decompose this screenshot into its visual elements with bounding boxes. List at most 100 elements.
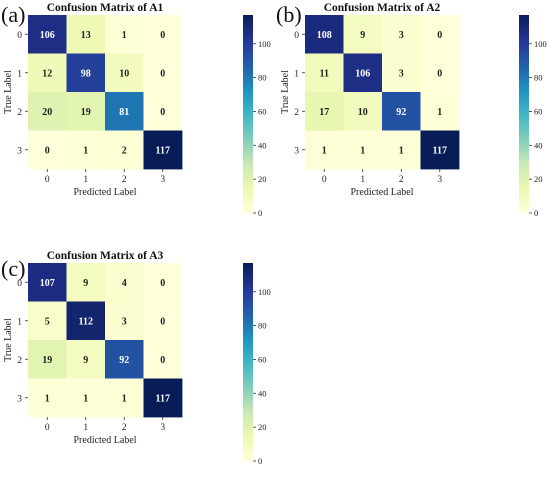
heatmap-cell-a1-r0-c0 xyxy=(28,15,67,54)
cell-value-a2-r2-c3: 1 xyxy=(437,107,442,118)
cell-value-a1-r3-c3: 117 xyxy=(156,145,170,156)
heatmap-cell-a3-r0-c1 xyxy=(66,263,106,302)
heatmap-cell-a1-r1-c3 xyxy=(143,53,183,93)
cell-value-a1-r0-c2: 1 xyxy=(122,30,127,41)
y-tick-label-a3-0: 0 xyxy=(17,279,22,289)
heatmap-cell-a2-r2-c1 xyxy=(343,92,383,131)
cell-value-a2-r1-c2: 3 xyxy=(399,68,404,79)
cell-value-a1-r0-c1: 13 xyxy=(81,30,91,41)
x-axis-label-a2: Predicted Label xyxy=(350,187,413,198)
heatmap-cell-a3-r1-c0 xyxy=(28,301,67,341)
cell-value-a3-r0-c0: 107 xyxy=(40,278,55,289)
cell-value-a1-r1-c1: 98 xyxy=(81,68,91,79)
heatmap-cell-a2-r0-c3 xyxy=(420,15,460,54)
cell-value-a1-r2-c2: 81 xyxy=(119,107,129,118)
panel-letter-c: (c) xyxy=(1,256,25,281)
y-tick-label-a3-3: 3 xyxy=(17,394,22,404)
cell-value-a2-r0-c0: 108 xyxy=(317,30,332,41)
heatmap-cell-a2-r3-c3 xyxy=(420,130,460,170)
heatmap-cell-a3-r1-c3 xyxy=(143,301,183,341)
cell-value-a1-r0-c3: 0 xyxy=(160,30,165,41)
cell-value-a3-r2-c3: 0 xyxy=(160,355,165,366)
colorbar-tick-label-a2-1: 20 xyxy=(534,174,543,184)
cell-value-a3-r3-c0: 1 xyxy=(45,393,50,404)
cell-value-a1-r0-c0: 106 xyxy=(40,30,55,41)
x-tick-label-a2-1: 1 xyxy=(360,175,365,185)
colorbar-tick-label-a1-5: 100 xyxy=(258,39,271,49)
x-tick-label-a3-3: 3 xyxy=(160,423,165,433)
heatmap-cell-a3-r0-c3 xyxy=(143,263,183,302)
cell-value-a2-r1-c3: 0 xyxy=(437,68,442,79)
colorbar-a3 xyxy=(243,263,253,461)
colorbar-tick-label-a2-4: 80 xyxy=(534,73,543,83)
colorbar-tick-label-a3-5: 100 xyxy=(258,287,271,297)
colorbar-a1 xyxy=(243,15,253,213)
cell-value-a3-r1-c3: 0 xyxy=(160,316,165,327)
colorbar-tick-label-a2-5: 100 xyxy=(534,39,547,49)
chart-title-a2: Confusion Matrix of A2 xyxy=(324,2,441,14)
cell-value-a2-r0-c3: 0 xyxy=(437,30,442,41)
panel-letter-b: (b) xyxy=(276,2,302,27)
cell-value-a3-r1-c2: 3 xyxy=(122,316,127,327)
cell-value-a2-r3-c2: 1 xyxy=(399,145,404,156)
heatmap-cell-a1-r0-c1 xyxy=(66,15,106,54)
colorbar-tick-label-a3-0: 0 xyxy=(258,456,262,466)
cell-value-a3-r3-c1: 1 xyxy=(83,393,88,404)
x-tick-label-a1-3: 3 xyxy=(160,175,165,185)
chart-title-a3: Confusion Matrix of A3 xyxy=(47,250,164,262)
x-tick-label-a3-2: 2 xyxy=(122,423,127,433)
cell-value-a3-r1-c1: 112 xyxy=(79,316,93,327)
heatmap-cell-a1-r3-c0 xyxy=(28,130,67,170)
x-axis-label-a3: Predicted Label xyxy=(73,435,136,446)
cell-value-a3-r1-c0: 5 xyxy=(45,316,50,327)
heatmap-cell-a3-r1-c1 xyxy=(66,301,106,341)
heatmap-cell-a1-r3-c3 xyxy=(143,130,183,170)
colorbar-a2 xyxy=(519,15,529,213)
heatmap-cell-a2-r0-c1 xyxy=(343,15,383,54)
cell-value-a1-r1-c0: 12 xyxy=(42,68,52,79)
y-tick-label-a1-2: 2 xyxy=(17,108,22,118)
y-axis-label-a1: True Label xyxy=(3,70,14,114)
x-tick-label-a2-2: 2 xyxy=(399,175,404,185)
heatmap-cell-a1-r2-c1 xyxy=(66,92,106,131)
cell-value-a2-r2-c1: 10 xyxy=(358,107,368,118)
cell-value-a1-r3-c0: 0 xyxy=(45,145,50,156)
heatmap-cell-a3-r1-c2 xyxy=(105,301,144,341)
chart-title-a1: Confusion Matrix of A1 xyxy=(47,2,164,14)
heatmap-cell-a2-r3-c1 xyxy=(343,130,383,170)
cell-value-a2-r0-c2: 3 xyxy=(399,30,404,41)
heatmap-cell-a1-r1-c0 xyxy=(28,53,67,93)
y-tick-label-a3-2: 2 xyxy=(17,356,22,366)
heatmap-cell-a3-r2-c0 xyxy=(28,340,67,379)
x-tick-label-a3-1: 1 xyxy=(83,423,88,433)
y-tick-label-a2-2: 2 xyxy=(294,108,299,118)
heatmap-cell-a3-r2-c1 xyxy=(66,340,106,379)
heatmap-cell-a1-r1-c1 xyxy=(66,53,106,93)
cell-value-a3-r2-c1: 9 xyxy=(83,355,88,366)
x-tick-label-a1-2: 2 xyxy=(122,175,127,185)
colorbar-tick-label-a1-1: 20 xyxy=(258,174,267,184)
cell-value-a1-r3-c2: 2 xyxy=(122,145,127,156)
heatmap-cell-a3-r3-c0 xyxy=(28,378,67,418)
heatmap-cell-a3-r2-c2 xyxy=(105,340,144,379)
heatmap-cell-a1-r2-c3 xyxy=(143,92,183,131)
heatmap-cell-a1-r2-c0 xyxy=(28,92,67,131)
y-tick-label-a1-0: 0 xyxy=(17,31,22,41)
heatmap-cell-a2-r3-c0 xyxy=(305,130,344,170)
colorbar-tick-label-a1-4: 80 xyxy=(258,73,267,83)
cell-value-a2-r2-c0: 17 xyxy=(319,107,329,118)
heatmap-cell-a2-r1-c3 xyxy=(420,53,460,93)
heatmap-cell-a2-r1-c1 xyxy=(343,53,383,93)
cell-value-a1-r3-c1: 1 xyxy=(83,145,88,156)
panel-letter-a: (a) xyxy=(1,2,25,27)
colorbar-tick-label-a3-2: 40 xyxy=(258,388,267,398)
x-tick-label-a3-0: 0 xyxy=(45,423,50,433)
colorbar-tick-label-a3-3: 60 xyxy=(258,354,267,364)
cell-value-a3-r0-c2: 4 xyxy=(122,278,127,289)
heatmap-cell-a2-r0-c0 xyxy=(305,15,344,54)
cell-value-a3-r3-c2: 1 xyxy=(122,393,127,404)
cell-value-a1-r2-c3: 0 xyxy=(160,107,165,118)
